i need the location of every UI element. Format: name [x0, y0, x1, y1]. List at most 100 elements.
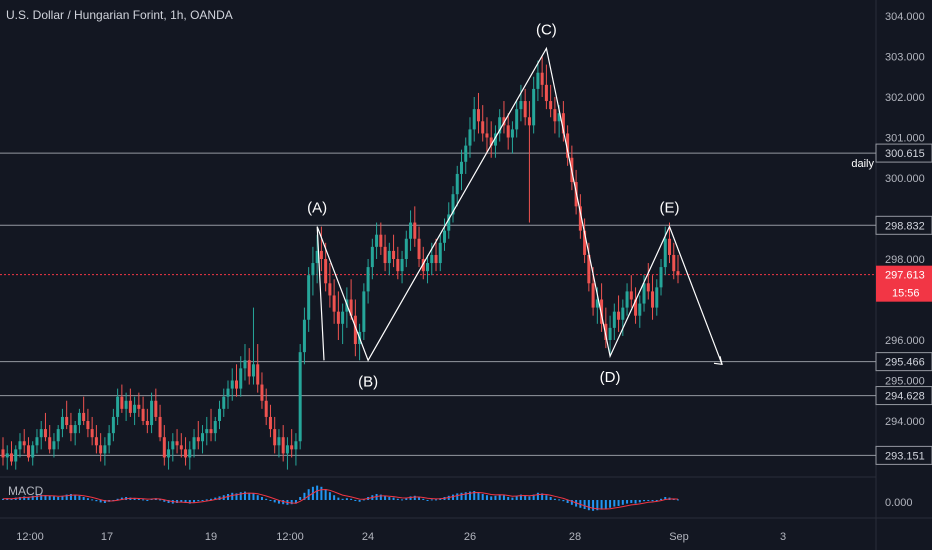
- candle-body: [298, 352, 302, 442]
- y-tick-label: 301.000: [885, 133, 925, 145]
- candles: [1, 56, 680, 470]
- macd-bar: [214, 497, 217, 500]
- macd-bar: [57, 497, 60, 500]
- macd-bar: [91, 499, 94, 501]
- macd-bar: [507, 497, 510, 500]
- candle-body: [519, 101, 523, 110]
- macd-bar: [40, 494, 43, 500]
- wave-label: (B): [358, 373, 378, 390]
- macd-bar: [592, 500, 595, 511]
- candle-body: [672, 254, 676, 272]
- macd-bar: [273, 500, 276, 503]
- macd-bar: [180, 500, 183, 503]
- macd-bar: [549, 497, 552, 500]
- macd-bar: [61, 495, 64, 500]
- candle-body: [256, 364, 260, 385]
- candle-body: [621, 307, 625, 320]
- candle-body: [578, 206, 582, 231]
- candle-body: [167, 449, 171, 458]
- candle-body: [43, 429, 47, 438]
- wave-label: (C): [536, 21, 557, 38]
- macd-zero-label: 0.000: [885, 497, 913, 509]
- level-label-box: [875, 143, 932, 163]
- candle-body: [625, 291, 629, 308]
- candle-body: [608, 327, 612, 340]
- macd-bar: [303, 492, 306, 500]
- candle-body: [209, 429, 213, 434]
- candle-body: [39, 429, 43, 438]
- candle-body: [655, 287, 659, 308]
- candle-body: [116, 396, 120, 417]
- x-tick-label: 26: [464, 531, 476, 543]
- macd-bar: [184, 500, 187, 503]
- candle-body: [73, 425, 77, 434]
- wave-path: [316, 46, 723, 365]
- x-tick-label: 17: [101, 531, 113, 543]
- candle-body: [527, 117, 531, 126]
- macd-bar: [583, 500, 586, 509]
- macd-bar: [358, 500, 361, 502]
- candle-body: [48, 437, 52, 450]
- candle-body: [668, 238, 672, 255]
- candle-body: [476, 109, 480, 122]
- candle-body: [247, 360, 251, 377]
- macd-bar: [413, 495, 416, 500]
- time-axis[interactable]: 12:00 17 19 12:00 24 26 28 Sep 3: [16, 531, 786, 543]
- countdown-label: 15:56: [892, 288, 920, 300]
- candle-body: [604, 323, 608, 340]
- candle-body: [493, 133, 497, 146]
- macd-bar: [23, 496, 26, 500]
- candle-body: [281, 437, 285, 454]
- candle-body: [583, 230, 587, 255]
- candle-body: [103, 445, 107, 454]
- candle-body: [426, 263, 430, 272]
- candle-body: [56, 429, 60, 442]
- macd-bar: [341, 498, 344, 500]
- price-axis[interactable]: 304.000 303.000 302.000 301.000 300.000 298.0…: [875, 11, 932, 509]
- macd-bar: [146, 500, 149, 501]
- wave-label: (D): [600, 369, 621, 386]
- macd-bar: [519, 494, 522, 500]
- macd-bar: [452, 494, 454, 500]
- macd-bar: [384, 495, 387, 500]
- candle-body: [35, 437, 39, 446]
- macd-bar: [345, 498, 348, 500]
- candle-body: [150, 400, 154, 426]
- candle-body: [544, 84, 548, 102]
- candle-body: [171, 441, 175, 450]
- macd-bar: [82, 497, 85, 500]
- macd-bar: [558, 499, 561, 501]
- candle-body: [566, 133, 570, 158]
- candle-body: [612, 311, 616, 328]
- candle-body: [251, 364, 255, 377]
- macd-bar: [532, 494, 535, 500]
- macd-bar: [630, 500, 633, 503]
- macd-bar: [337, 497, 340, 500]
- macd-bar: [511, 497, 514, 500]
- candle-body: [179, 445, 183, 450]
- macd-bar: [604, 500, 607, 509]
- macd-bar: [167, 500, 170, 503]
- level-note: daily: [851, 158, 874, 170]
- candle-body: [124, 400, 128, 409]
- candle-body: [430, 254, 434, 264]
- macd-bar: [430, 499, 433, 501]
- macd-bar: [677, 499, 679, 501]
- macd-bar: [197, 500, 200, 502]
- candle-body: [523, 101, 527, 118]
- macd-bar: [333, 495, 336, 500]
- macd-bar: [31, 495, 34, 500]
- macd-bar: [163, 500, 166, 502]
- candle-body: [353, 315, 357, 345]
- candle-body: [315, 250, 319, 264]
- candle-body: [506, 125, 510, 138]
- macd-bar: [116, 498, 119, 500]
- macd-bar: [613, 500, 616, 507]
- candle-body: [192, 437, 196, 450]
- candle-body: [162, 437, 166, 458]
- candle-body: [302, 319, 306, 353]
- candle-body: [1, 449, 5, 458]
- macd-bar: [137, 498, 140, 500]
